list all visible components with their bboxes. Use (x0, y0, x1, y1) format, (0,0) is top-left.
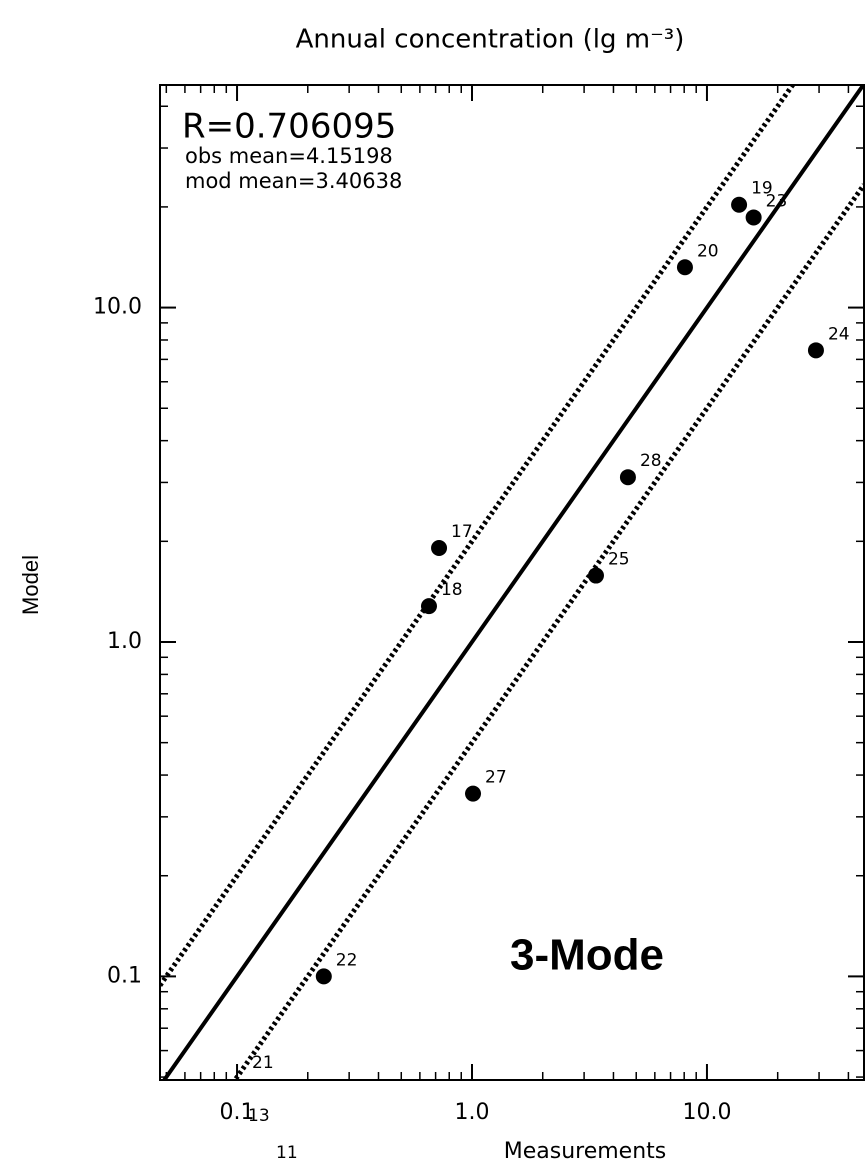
point (587, 567, 604, 584)
stat-obs: obs mean=4.15198 (185, 144, 393, 168)
ratio-line (160, 85, 796, 987)
offplot-label: 13 (248, 1106, 270, 1126)
chart-title: Annual concentration (lg m⁻³) (296, 25, 685, 55)
point-label: 24 (828, 324, 850, 344)
plot-frame (159, 84, 865, 1081)
point (676, 259, 693, 276)
point (619, 469, 636, 486)
y-axis-label: Model (18, 555, 43, 615)
x-tick-label: 0.1 (220, 1100, 255, 1125)
point (465, 785, 482, 802)
point (745, 209, 762, 226)
point-label: 23 (766, 191, 788, 211)
stat-mod: mod mean=3.40638 (185, 169, 402, 193)
point-label: 17 (451, 522, 473, 542)
point (315, 968, 332, 985)
point-label: 20 (697, 241, 719, 261)
point (731, 196, 748, 213)
y-tick-label: 10.0 (93, 295, 142, 320)
offplot-label: 21 (252, 1053, 274, 1073)
point (807, 342, 824, 359)
offplot-label: 11 (276, 1143, 298, 1163)
point-label: 25 (608, 550, 630, 570)
point-label: 27 (485, 768, 507, 788)
point (431, 540, 448, 557)
x-tick-label: 10.0 (682, 1100, 731, 1125)
stat-r: R=0.706095 (182, 107, 396, 147)
point-label: 28 (640, 451, 662, 471)
x-tick-label: 1.0 (455, 1100, 490, 1125)
y-tick-label: 0.1 (107, 963, 142, 988)
x-axis-label: Measurements (504, 1139, 667, 1164)
point (420, 598, 437, 615)
y-tick-label: 1.0 (107, 629, 142, 654)
mode-label: 3-Mode (510, 931, 664, 980)
point-label: 18 (441, 580, 463, 600)
ratio-line (161, 85, 864, 1080)
ratio-line (231, 183, 864, 1080)
point-label: 22 (336, 950, 358, 970)
point-label: 19 (751, 179, 773, 199)
